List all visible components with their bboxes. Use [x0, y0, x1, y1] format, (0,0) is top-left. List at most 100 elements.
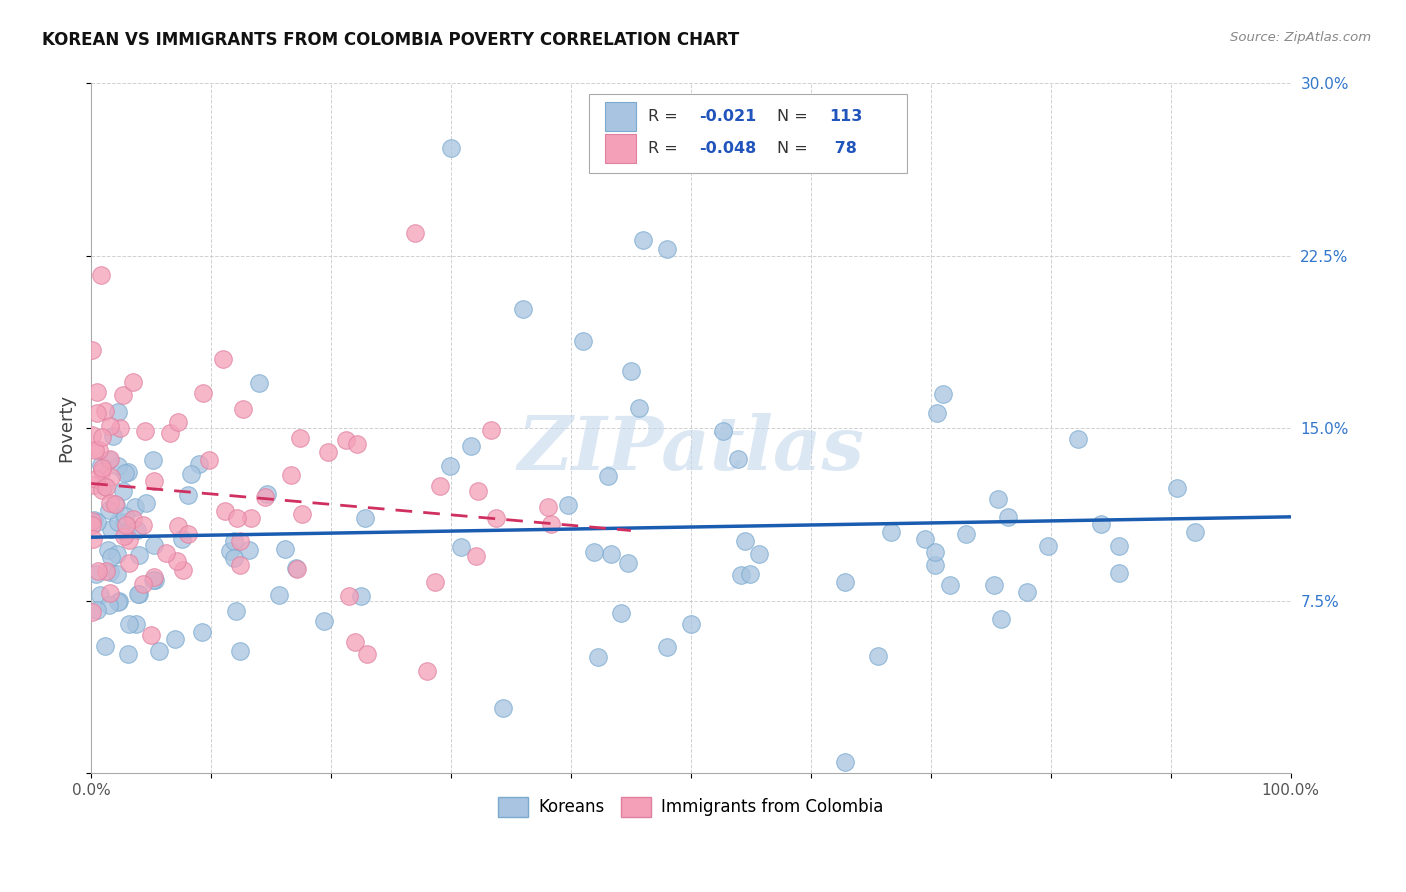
Point — [484, 510, 506, 524]
Point — [225, 604, 247, 618]
Point — [128, 587, 150, 601]
Point — [98, 496, 121, 510]
Point — [87, 443, 110, 458]
Point — [122, 512, 145, 526]
Point — [90, 461, 112, 475]
Point — [145, 573, 167, 587]
Point — [98, 452, 121, 467]
Point — [198, 453, 221, 467]
Point — [879, 525, 901, 540]
Point — [98, 503, 121, 517]
Point — [316, 445, 339, 459]
Point — [631, 233, 654, 247]
Point — [228, 533, 250, 548]
Point — [730, 568, 752, 582]
Point — [89, 588, 111, 602]
Point — [143, 570, 166, 584]
Point — [1184, 524, 1206, 539]
Point — [932, 387, 955, 401]
Point — [1015, 585, 1038, 599]
Point — [655, 640, 678, 654]
Point — [155, 546, 177, 560]
Point — [229, 643, 252, 657]
Point — [91, 483, 114, 497]
Point — [834, 755, 856, 769]
Point — [82, 514, 104, 528]
Point — [314, 614, 336, 628]
Point — [98, 586, 121, 600]
Point — [222, 550, 245, 565]
Point — [82, 532, 104, 546]
Point — [97, 543, 120, 558]
Point — [997, 510, 1019, 524]
Point — [100, 522, 122, 536]
Point — [94, 564, 117, 578]
Point — [247, 376, 270, 390]
Point — [118, 533, 141, 547]
Point — [353, 510, 375, 524]
Point — [256, 487, 278, 501]
Point — [1108, 566, 1130, 580]
Point — [617, 556, 640, 570]
Point — [110, 421, 132, 435]
Point — [122, 375, 145, 389]
Point — [127, 587, 149, 601]
Point — [118, 617, 141, 632]
Point — [740, 567, 762, 582]
Point — [107, 595, 129, 609]
Point — [84, 473, 107, 487]
Point — [337, 590, 360, 604]
Point — [90, 430, 112, 444]
Point — [285, 562, 308, 576]
Point — [98, 598, 121, 612]
Point — [117, 465, 139, 479]
Point — [167, 416, 190, 430]
Point — [346, 437, 368, 451]
Point — [291, 507, 314, 521]
Point — [253, 491, 276, 505]
Text: N =: N = — [778, 109, 813, 124]
Point — [225, 510, 247, 524]
Point — [125, 523, 148, 537]
Point — [557, 498, 579, 512]
Point — [212, 352, 235, 367]
Point — [159, 425, 181, 440]
Point — [344, 635, 367, 649]
Point — [82, 605, 104, 619]
Y-axis label: Poverty: Poverty — [58, 394, 75, 462]
Point — [610, 607, 633, 621]
Point — [990, 612, 1012, 626]
Point — [467, 484, 489, 499]
Point — [142, 452, 165, 467]
Point — [90, 458, 112, 472]
Point — [229, 558, 252, 573]
Point — [238, 543, 260, 558]
Point — [356, 647, 378, 661]
Point — [492, 701, 515, 715]
Point — [100, 470, 122, 484]
Legend: Koreans, Immigrants from Colombia: Koreans, Immigrants from Colombia — [492, 790, 890, 823]
Point — [628, 401, 651, 415]
Point — [100, 549, 122, 564]
Point — [748, 547, 770, 561]
Point — [1166, 482, 1188, 496]
Point — [429, 479, 451, 493]
Point — [142, 573, 165, 587]
Point — [108, 594, 131, 608]
Point — [93, 478, 115, 492]
Point — [177, 526, 200, 541]
Point — [91, 464, 114, 478]
Point — [111, 483, 134, 498]
Point — [112, 516, 135, 530]
Point — [239, 511, 262, 525]
Point — [232, 401, 254, 416]
Text: 113: 113 — [828, 109, 862, 124]
Point — [172, 563, 194, 577]
Text: Source: ZipAtlas.com: Source: ZipAtlas.com — [1230, 31, 1371, 45]
Point — [464, 549, 486, 563]
Point — [582, 544, 605, 558]
Point — [107, 458, 129, 473]
Point — [134, 424, 156, 438]
Point — [540, 517, 562, 532]
Point — [128, 548, 150, 562]
